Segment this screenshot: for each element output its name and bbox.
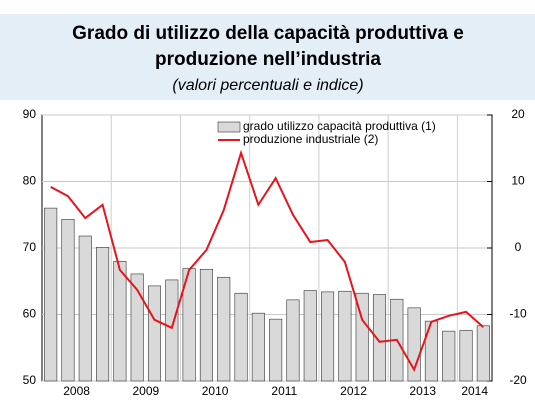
bar bbox=[96, 247, 110, 382]
bar bbox=[355, 292, 369, 382]
bar bbox=[61, 219, 75, 382]
bar bbox=[303, 290, 317, 382]
y2-tick-label: 0 bbox=[515, 240, 522, 254]
y-tick-label: 70 bbox=[23, 240, 37, 254]
x-tick-label: 2013 bbox=[409, 384, 436, 398]
bar bbox=[476, 325, 490, 382]
bar bbox=[321, 291, 335, 382]
bar bbox=[234, 292, 248, 382]
bar bbox=[147, 285, 162, 382]
x-tick-label: 2012 bbox=[340, 384, 367, 398]
bar bbox=[217, 276, 231, 382]
x-tick-label: 2010 bbox=[202, 384, 229, 398]
bar bbox=[78, 235, 92, 382]
bar bbox=[130, 273, 144, 382]
y2-tick-label: 20 bbox=[511, 107, 525, 121]
legend-label: grado utilizzo capacità produttiva (1) bbox=[243, 119, 436, 133]
y-tick-label: 50 bbox=[23, 373, 37, 387]
x-tick-label: 2011 bbox=[271, 384, 297, 398]
y-tick-label: 60 bbox=[23, 307, 37, 321]
bar bbox=[113, 260, 127, 382]
bar bbox=[338, 290, 352, 382]
y2-tick-label: -10 bbox=[509, 307, 527, 321]
bar bbox=[424, 320, 438, 382]
bar bbox=[442, 330, 456, 382]
bar bbox=[44, 207, 58, 382]
legend-label: produzione industriale (2) bbox=[243, 132, 378, 146]
y-tick-label: 80 bbox=[23, 174, 37, 188]
x-tick-label: 2008 bbox=[63, 384, 90, 398]
line bbox=[50, 149, 485, 373]
y2-tick-label: 10 bbox=[511, 174, 525, 188]
x-tick-label: 2014 bbox=[461, 384, 488, 398]
y-tick-label: 90 bbox=[23, 107, 37, 121]
chart-title: Grado di utilizzo della capacità produtt… bbox=[72, 23, 464, 44]
bar bbox=[286, 299, 300, 382]
bar bbox=[459, 330, 473, 382]
chart-subtitle: (valori percentuali e indice) bbox=[172, 77, 363, 94]
y2-tick-label: -20 bbox=[509, 373, 527, 387]
title-band bbox=[0, 14, 535, 100]
bar bbox=[251, 312, 265, 382]
bar bbox=[165, 279, 179, 382]
bar bbox=[199, 268, 213, 382]
chart-title-cont: produzione nell’industria bbox=[155, 49, 381, 70]
legend-swatch bbox=[217, 121, 241, 133]
bar bbox=[372, 294, 387, 382]
x-tick-label: 2009 bbox=[132, 384, 159, 398]
bar bbox=[269, 318, 283, 382]
